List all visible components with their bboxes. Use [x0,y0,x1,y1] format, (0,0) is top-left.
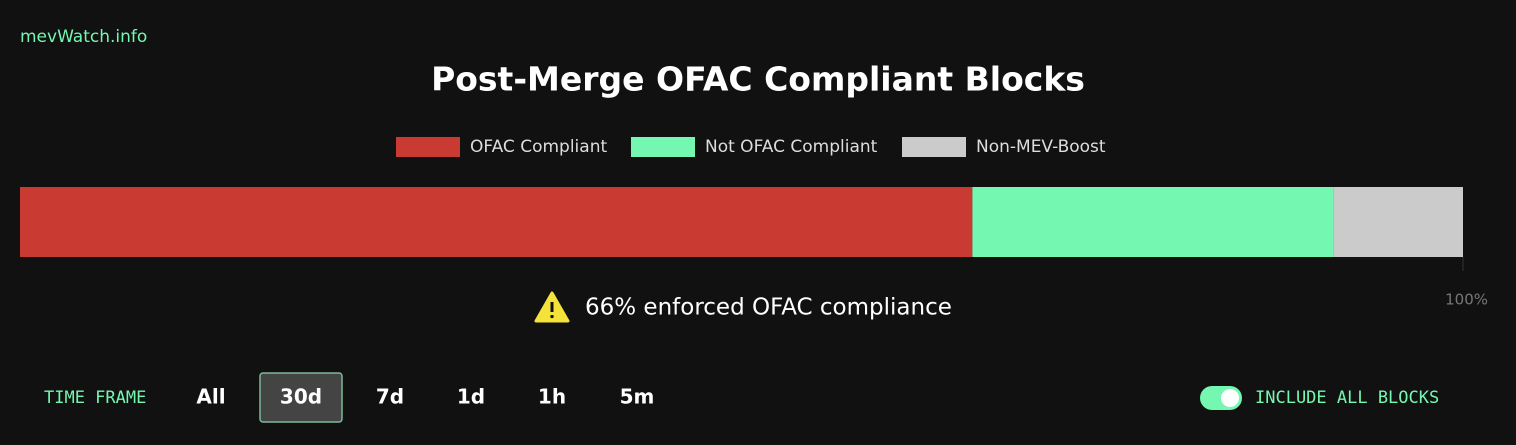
toggle-label[interactable]: INCLUDE ALL BLOCKS [1255,388,1439,408]
selected-button-bg[interactable] [259,372,343,423]
bar-segment [20,187,973,257]
time-frame-option[interactable]: 7d [376,385,404,409]
time-frame-option[interactable]: All [196,385,225,409]
time-frame-option[interactable]: 30d [280,385,322,409]
legend-label: OFAC Compliant [470,137,607,157]
x-tick-label: 100% [1445,291,1488,309]
time-frame-option[interactable]: 5m [620,385,655,409]
time-frame-option[interactable]: 1d [457,385,485,409]
time-frame-option[interactable]: 1h [538,385,566,409]
warning-icon [534,291,570,323]
chart-title: Post-Merge OFAC Compliant Blocks [431,60,1085,99]
toggle-knob[interactable] [1221,389,1239,407]
legend-swatch [396,137,460,157]
legend-label: Not OFAC Compliant [705,137,878,157]
time-frame-label: TIME FRAME [44,388,146,408]
notice: 66% enforced OFAC compliance [585,295,952,321]
legend-label: Non-MEV-Boost [976,137,1106,157]
site-link[interactable]: mevWatch.info [20,27,147,47]
legend-swatch [902,137,966,157]
bar-segment [972,187,1334,257]
legend-swatch [631,137,695,157]
bar-segment [1333,187,1463,257]
toggle[interactable] [1200,386,1242,410]
